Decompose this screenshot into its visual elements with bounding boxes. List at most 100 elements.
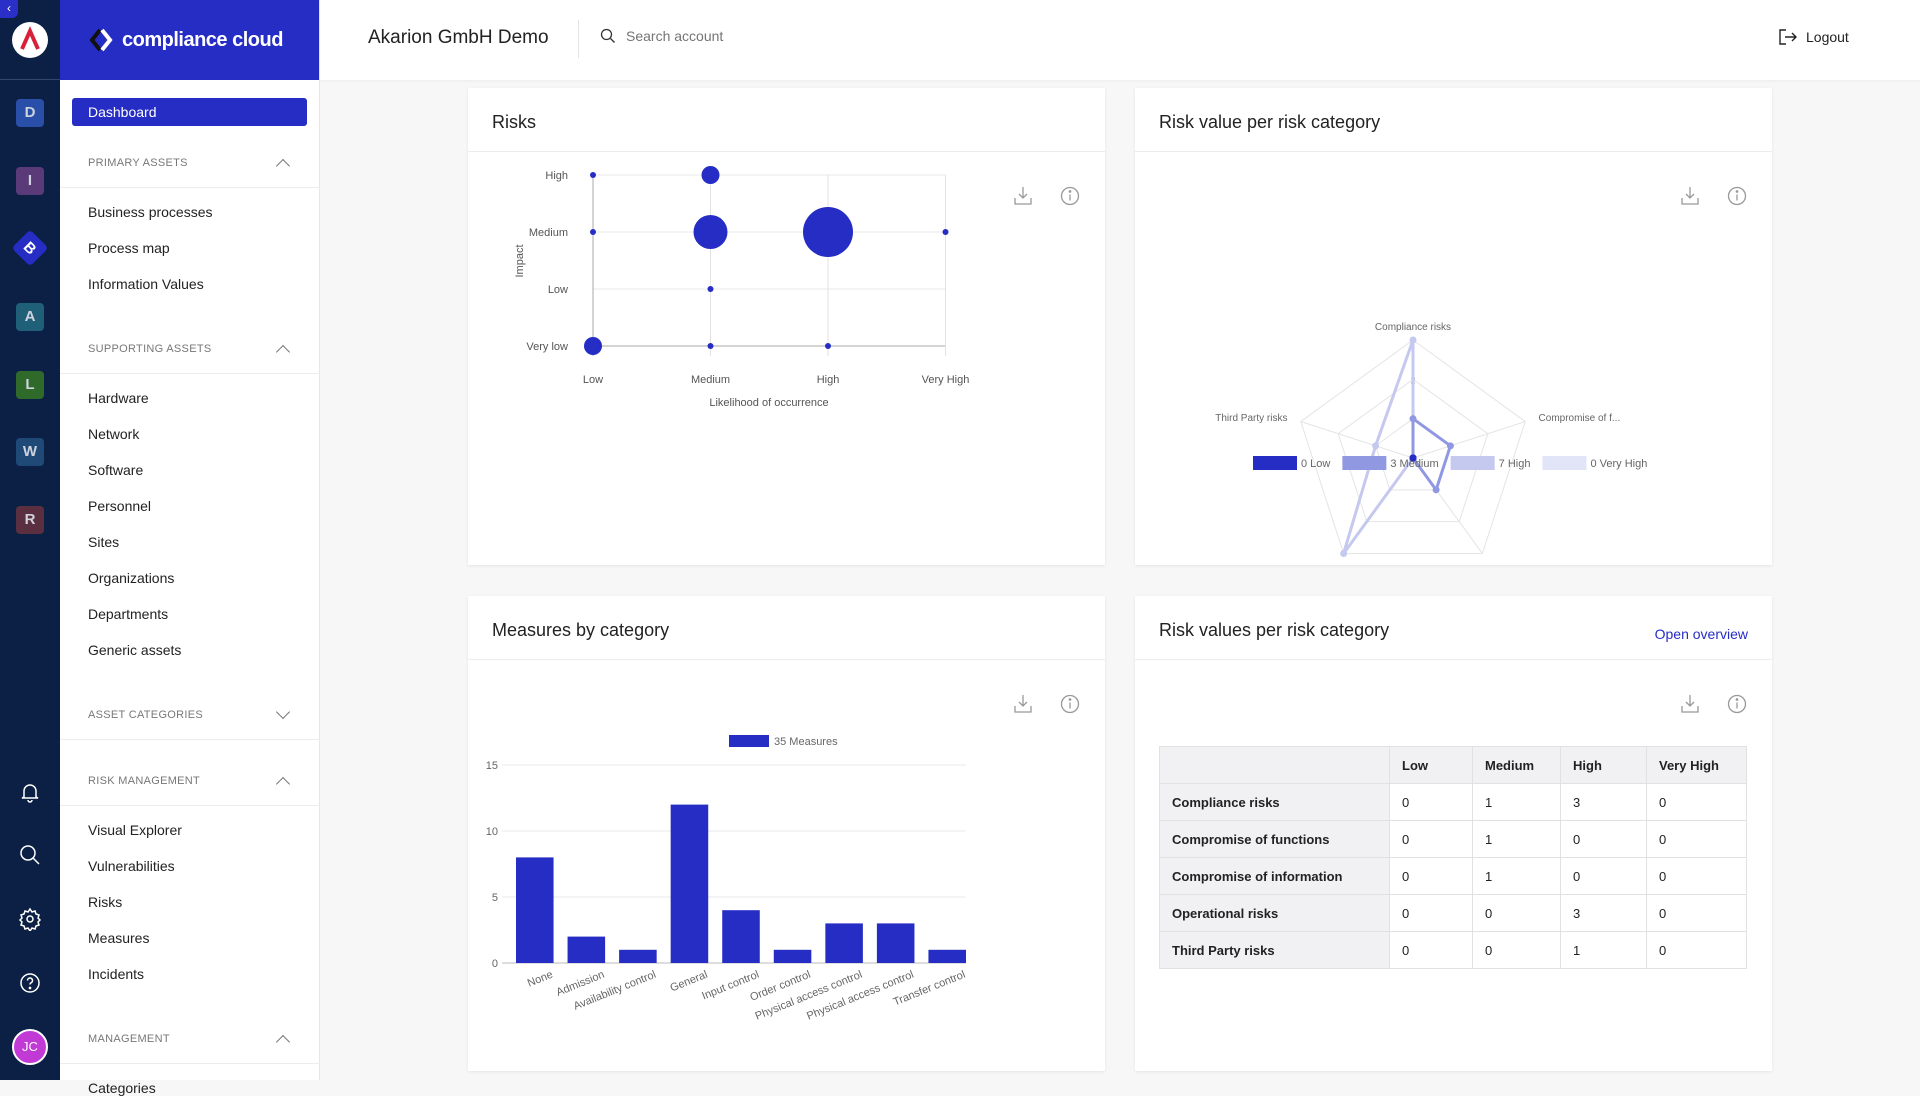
sidebar-item[interactable]: Sites xyxy=(88,534,119,550)
legend-label[interactable]: 35 Measures xyxy=(774,736,838,748)
x-tick-label: Low xyxy=(583,374,603,386)
sidebar-item[interactable]: Process map xyxy=(88,240,170,256)
radar-point[interactable] xyxy=(1340,550,1347,557)
bubble-point[interactable] xyxy=(803,207,853,257)
bubble-point[interactable] xyxy=(943,229,949,235)
radar-point[interactable] xyxy=(1410,337,1417,344)
download-icon[interactable] xyxy=(1678,184,1702,208)
module-a-button[interactable]: A xyxy=(16,303,44,331)
table-cell: 3 xyxy=(1561,784,1647,821)
bubble-point[interactable] xyxy=(825,343,831,349)
avatar[interactable]: JC xyxy=(12,1029,48,1065)
sidebar-item[interactable]: Business processes xyxy=(88,204,213,220)
section-header-4[interactable]: MANAGEMENT xyxy=(60,1024,320,1064)
radar-axis-label: Compliance risks xyxy=(1375,322,1451,333)
download-icon[interactable] xyxy=(1011,184,1035,208)
chevron-down-icon[interactable] xyxy=(276,705,290,719)
bubble-point[interactable] xyxy=(584,337,602,355)
bubble-point[interactable] xyxy=(708,286,714,292)
info-icon[interactable] xyxy=(1058,692,1082,716)
sidebar-item[interactable]: Risks xyxy=(88,894,122,910)
row-label: Operational risks xyxy=(1160,895,1390,932)
module-l-button[interactable]: L xyxy=(16,371,44,399)
sidebar-item[interactable]: Hardware xyxy=(88,390,149,406)
bell-icon[interactable] xyxy=(18,780,42,804)
bar[interactable] xyxy=(619,950,657,963)
sidebar-item[interactable]: Network xyxy=(88,426,139,442)
module-i-button[interactable]: I xyxy=(16,167,44,195)
sidebar-item[interactable]: Software xyxy=(88,462,143,478)
sidebar-item[interactable]: Information Values xyxy=(88,276,204,292)
gear-icon[interactable] xyxy=(18,907,42,931)
bar[interactable] xyxy=(928,950,966,963)
bubble-point[interactable] xyxy=(694,215,728,249)
download-icon[interactable] xyxy=(1678,692,1702,716)
bar[interactable] xyxy=(774,950,812,963)
radar-point[interactable] xyxy=(1410,415,1417,422)
legend-label[interactable]: 3 Medium xyxy=(1390,458,1438,470)
chevron-up-icon[interactable] xyxy=(276,159,290,173)
table-cell: 0 xyxy=(1390,895,1473,932)
sidebar-item[interactable]: Categories xyxy=(88,1080,156,1096)
search-icon[interactable] xyxy=(18,843,42,867)
bubble-point[interactable] xyxy=(590,172,596,178)
sidebar-item[interactable]: Personnel xyxy=(88,498,151,514)
sidebar-item[interactable]: Incidents xyxy=(88,966,144,982)
divider xyxy=(578,20,579,58)
radar-point[interactable] xyxy=(1433,486,1440,493)
y-tick-label: 5 xyxy=(492,892,498,904)
table-cell: 1 xyxy=(1561,932,1647,969)
module-b-button[interactable]: B xyxy=(12,230,49,267)
sidebar-item[interactable]: Visual Explorer xyxy=(88,822,182,838)
radar-point[interactable] xyxy=(1447,442,1454,449)
chevron-up-icon[interactable] xyxy=(276,1035,290,1049)
bar[interactable] xyxy=(825,923,863,963)
collapse-button[interactable]: ‹ xyxy=(0,0,18,18)
chevron-up-icon[interactable] xyxy=(276,777,290,791)
open-overview-link[interactable]: Open overview xyxy=(1655,626,1748,642)
help-icon[interactable] xyxy=(18,971,42,995)
bar[interactable] xyxy=(877,923,915,963)
bubble-point[interactable] xyxy=(590,229,596,235)
chevron-up-icon[interactable] xyxy=(276,345,290,359)
section-header-0[interactable]: PRIMARY ASSETS xyxy=(60,148,320,188)
search-input[interactable] xyxy=(626,28,926,44)
sidebar-item[interactable]: Measures xyxy=(88,930,149,946)
table-cell: 3 xyxy=(1561,895,1647,932)
download-icon[interactable] xyxy=(1011,692,1035,716)
bar[interactable] xyxy=(722,910,760,963)
bar[interactable] xyxy=(568,937,606,963)
section-header-1[interactable]: SUPPORTING ASSETS xyxy=(60,334,320,374)
bar[interactable] xyxy=(516,857,554,963)
radar-point[interactable] xyxy=(1372,442,1379,449)
radar-spoke xyxy=(1301,422,1413,458)
section-title: PRIMARY ASSETS xyxy=(88,157,188,169)
bar[interactable] xyxy=(671,805,709,963)
bubble-point[interactable] xyxy=(708,343,714,349)
legend-label[interactable]: 0 Very High xyxy=(1590,458,1647,470)
sidebar-item[interactable]: Generic assets xyxy=(88,642,181,658)
table-cell: 0 xyxy=(1473,895,1561,932)
module-w-button[interactable]: W xyxy=(16,438,44,466)
sidebar-item[interactable]: Departments xyxy=(88,606,168,622)
section-header-3[interactable]: RISK MANAGEMENT xyxy=(60,766,320,806)
sidebar-item[interactable]: Organizations xyxy=(88,570,174,586)
legend-label[interactable]: 7 High xyxy=(1499,458,1531,470)
logout-button[interactable]: Logout xyxy=(1778,28,1849,46)
akarion-logo[interactable] xyxy=(12,22,48,58)
search-bar xyxy=(600,28,926,44)
info-icon[interactable] xyxy=(1725,692,1749,716)
module-r-button[interactable]: R xyxy=(16,506,44,534)
sidebar-item-dashboard[interactable]: Dashboard xyxy=(72,98,307,126)
brand-logo[interactable]: compliance cloud xyxy=(60,0,319,80)
bubble-point[interactable] xyxy=(702,166,720,184)
info-icon[interactable] xyxy=(1725,184,1749,208)
y-tick-label: Low xyxy=(548,284,568,296)
section-header-2[interactable]: ASSET CATEGORIES xyxy=(60,700,320,740)
module-d-button[interactable]: D xyxy=(16,99,44,127)
section-title: MANAGEMENT xyxy=(88,1033,170,1045)
sidebar-item[interactable]: Vulnerabilities xyxy=(88,858,175,874)
info-icon[interactable] xyxy=(1058,184,1082,208)
legend-label[interactable]: 0 Low xyxy=(1301,458,1330,470)
